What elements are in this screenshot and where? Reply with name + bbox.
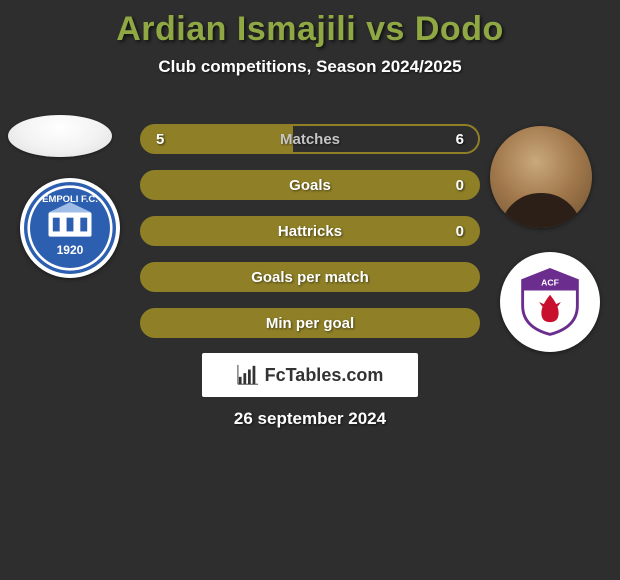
branding-box: FcTables.com (202, 353, 418, 397)
player-avatar-right (490, 126, 592, 228)
empoli-badge-icon: EMPOLI F.C. 1920 (27, 185, 113, 271)
club-right-name: ACF (541, 277, 559, 287)
stat-label: Hattricks (142, 223, 478, 240)
player-avatar-left (8, 115, 112, 157)
stat-row-hattricks: Hattricks 0 (140, 216, 480, 246)
stat-row-goals: Goals 0 (140, 170, 480, 200)
stat-label: Goals (142, 177, 478, 194)
branding-text: FcTables.com (265, 365, 384, 386)
bar-chart-icon (237, 364, 259, 386)
stat-label: Min per goal (142, 315, 478, 332)
club-left-year: 1920 (57, 243, 84, 257)
club-badge-right: ACF (500, 252, 600, 352)
stat-label: Goals per match (142, 269, 478, 286)
stat-row-matches: 5 Matches 6 (140, 124, 480, 154)
stat-row-min-per-goal: Min per goal (140, 308, 480, 338)
subtitle: Club competitions, Season 2024/2025 (0, 57, 620, 77)
fiorentina-badge-icon: ACF (514, 266, 586, 338)
date-text: 26 september 2024 (0, 409, 620, 429)
stat-row-goals-per-match: Goals per match (140, 262, 480, 292)
club-badge-left: EMPOLI F.C. 1920 (20, 178, 120, 278)
stats-container: 5 Matches 6 Goals 0 Hattricks 0 Goals pe… (140, 124, 480, 354)
page-title: Ardian Ismajili vs Dodo (0, 0, 620, 49)
stat-label: Matches (142, 131, 478, 148)
